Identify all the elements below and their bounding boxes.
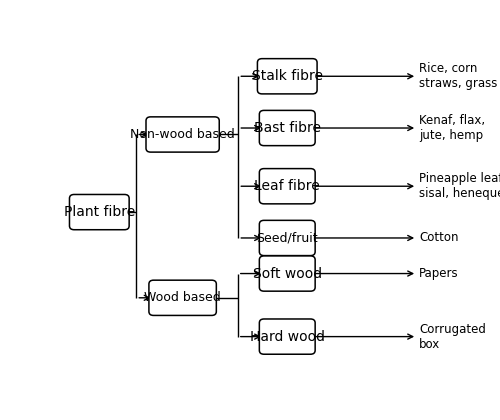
FancyBboxPatch shape xyxy=(146,117,219,152)
Text: Rice, corn
straws, grass: Rice, corn straws, grass xyxy=(419,62,498,90)
Text: Papers: Papers xyxy=(419,267,459,280)
FancyBboxPatch shape xyxy=(70,194,129,230)
FancyBboxPatch shape xyxy=(260,110,315,146)
Text: Pineapple leaf,
sisal, henequen: Pineapple leaf, sisal, henequen xyxy=(419,172,500,200)
FancyBboxPatch shape xyxy=(149,280,216,315)
Text: Corrugated
box: Corrugated box xyxy=(419,323,486,351)
FancyBboxPatch shape xyxy=(260,256,315,291)
FancyBboxPatch shape xyxy=(258,59,317,94)
Text: Wood based: Wood based xyxy=(144,291,221,304)
Text: Bast fibre: Bast fibre xyxy=(254,121,321,135)
FancyBboxPatch shape xyxy=(260,319,315,354)
Text: Cotton: Cotton xyxy=(419,231,459,244)
FancyBboxPatch shape xyxy=(260,220,315,256)
FancyBboxPatch shape xyxy=(260,168,315,204)
Text: Soft wood: Soft wood xyxy=(252,267,322,281)
Text: Plant fibre: Plant fibre xyxy=(64,205,135,219)
Text: Hard wood: Hard wood xyxy=(250,330,325,344)
Text: Leaf fibre: Leaf fibre xyxy=(254,179,320,193)
Text: Non-wood based: Non-wood based xyxy=(130,128,235,141)
Text: Seed/fruit: Seed/fruit xyxy=(256,231,318,244)
Text: Stalk fibre: Stalk fibre xyxy=(252,69,323,83)
Text: Kenaf, flax,
jute, hemp: Kenaf, flax, jute, hemp xyxy=(419,114,485,142)
